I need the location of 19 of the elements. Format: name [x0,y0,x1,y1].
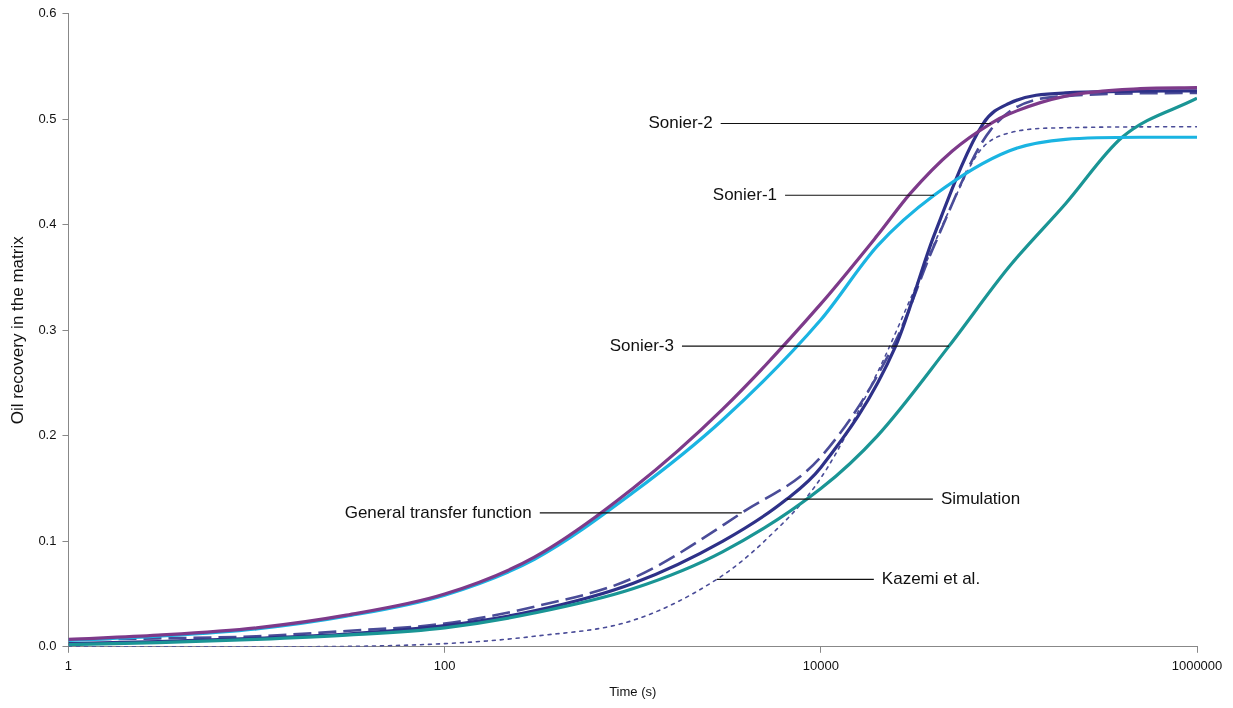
y-tick-label: 0.6 [38,5,57,21]
x-axis-title: Time (s) [609,683,657,699]
annotation: Sonier-1 [712,184,778,204]
y-tick-label: 0.5 [38,110,57,126]
y-tick-label: 0.3 [38,321,57,337]
y-tick-label: 0.4 [38,216,57,232]
x-tick-label: 1000000 [1171,658,1223,674]
x-tick-label: 100 [433,658,456,674]
y-axis-title: Oil recovery in the matrix [7,235,27,425]
x-tick-label: 1 [64,658,73,674]
annotation: Kazemi et al. [881,568,981,588]
annotation: Simulation [940,488,1021,508]
y-tick-label: 0.2 [38,427,57,443]
y-tick-label: 0.1 [38,532,57,548]
annotation: Sonier-2 [648,113,713,133]
annotation: General transfer function [344,502,532,522]
x-tick-label: 10000 [802,658,839,674]
annotation: Sonier-3 [609,335,674,355]
y-tick-label: 0.0 [38,638,57,654]
